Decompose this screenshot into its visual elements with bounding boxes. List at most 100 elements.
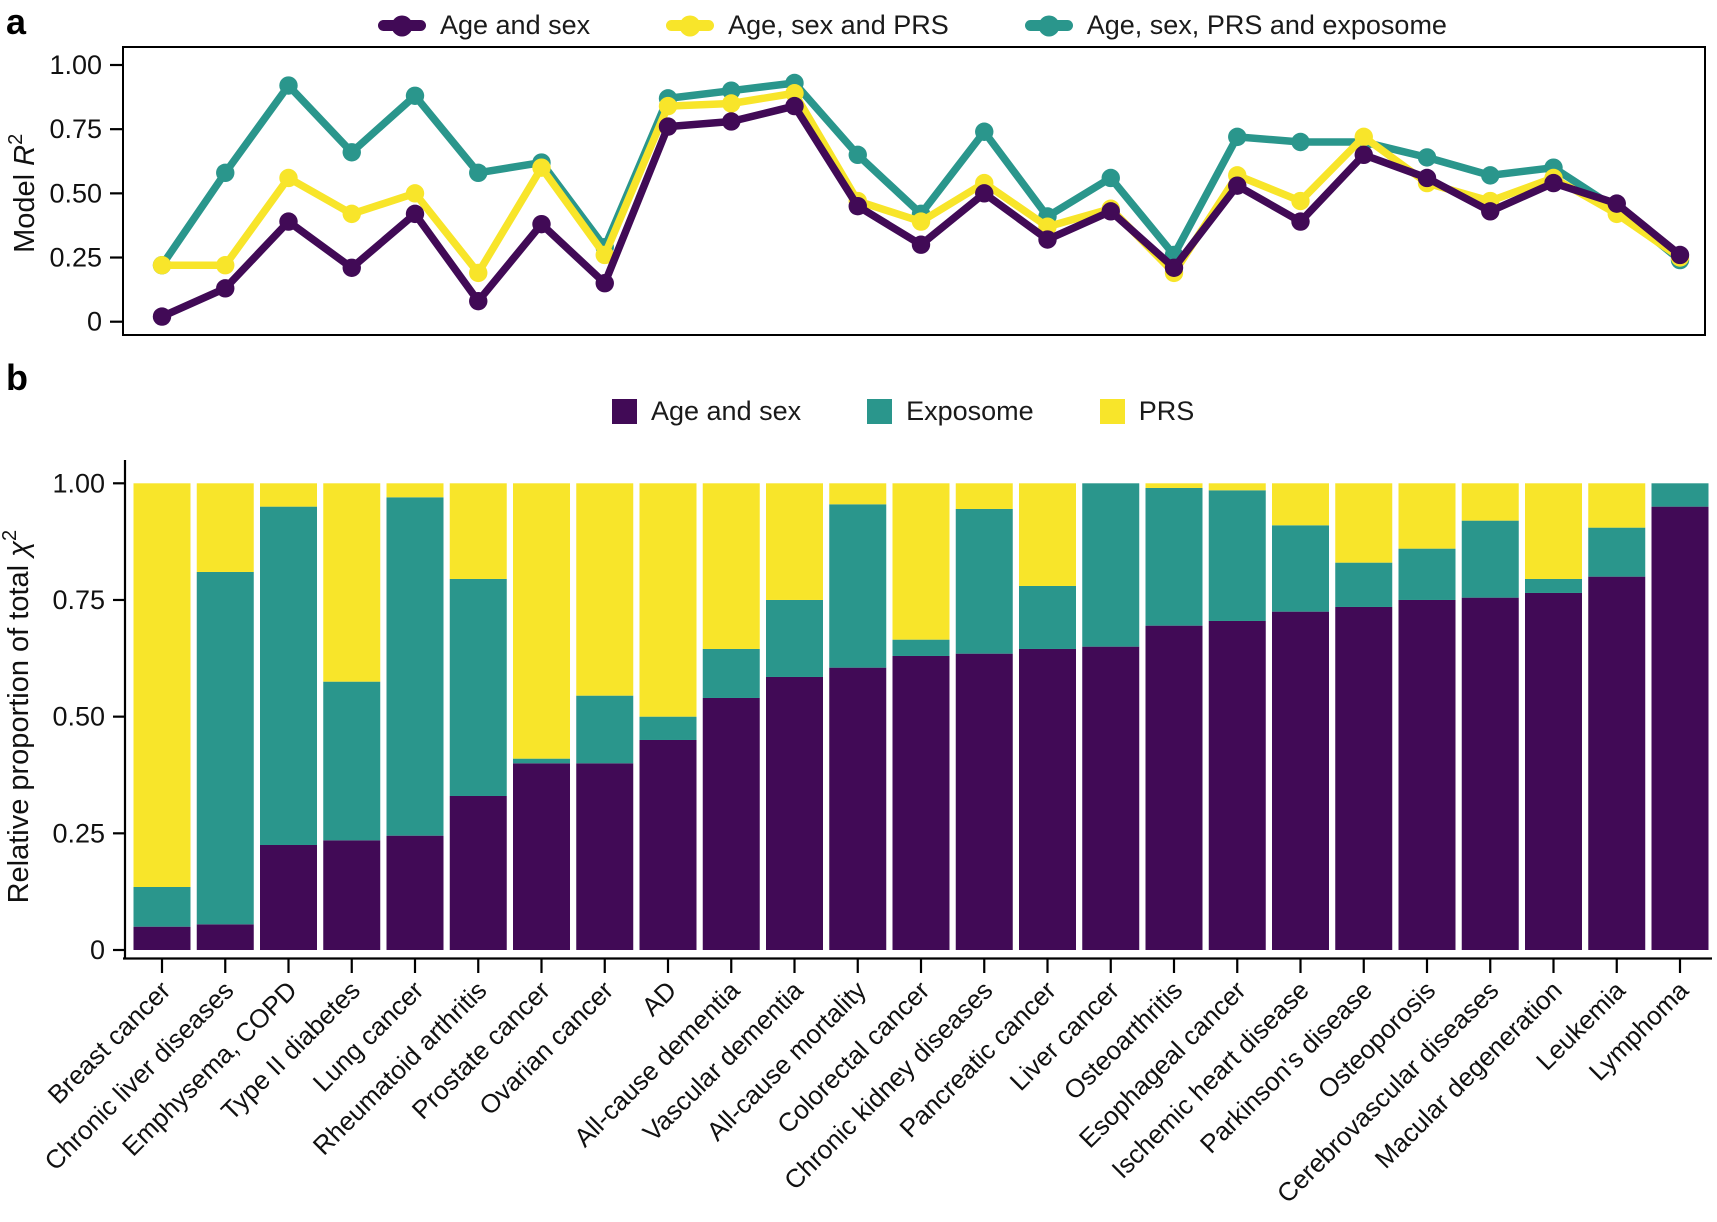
bar-segment bbox=[702, 648, 760, 698]
bar-segment bbox=[1461, 520, 1519, 598]
bar-segment bbox=[1082, 646, 1140, 950]
bar-segment bbox=[702, 697, 760, 950]
bar-segment bbox=[1208, 483, 1266, 491]
bar-segment bbox=[829, 504, 887, 668]
panel-b-legend: Age and sex Exposome PRS bbox=[612, 396, 1194, 427]
data-point bbox=[1291, 212, 1310, 231]
legend-label: Exposome bbox=[906, 396, 1034, 426]
bar-segment bbox=[766, 599, 823, 677]
panel-a-plot-frame bbox=[122, 46, 1706, 336]
data-point bbox=[152, 307, 172, 326]
bar-segment bbox=[386, 483, 444, 498]
bar-segment bbox=[955, 508, 1013, 654]
data-point bbox=[911, 235, 931, 254]
panel-b-y-axis-title: Relative proportion of total χ2 bbox=[0, 530, 35, 904]
data-point bbox=[342, 143, 361, 162]
panel-b-label: b bbox=[6, 357, 28, 398]
x-category-label: AD bbox=[635, 975, 682, 1022]
data-point bbox=[911, 212, 931, 231]
data-point bbox=[279, 76, 298, 95]
bar-segment bbox=[766, 676, 823, 950]
bar-segment bbox=[1208, 620, 1266, 950]
panel-a-y-axis-title: Model R2 bbox=[5, 134, 41, 253]
legend-label: Age and sex bbox=[651, 396, 802, 426]
data-point bbox=[722, 94, 741, 113]
bar-segment bbox=[1398, 483, 1456, 549]
bar-segment bbox=[639, 716, 697, 740]
legend-label: PRS bbox=[1138, 396, 1195, 426]
bar-segment bbox=[829, 483, 887, 505]
data-point bbox=[216, 163, 235, 183]
bar-segment bbox=[1525, 592, 1582, 950]
bar-segment bbox=[1335, 606, 1393, 950]
data-point bbox=[1228, 127, 1247, 147]
legend-item: Exposome bbox=[867, 396, 1034, 427]
bar-segment bbox=[892, 655, 950, 950]
panel-a-label: a bbox=[6, 1, 27, 42]
bar-segment bbox=[1272, 525, 1329, 612]
bar-segment bbox=[1398, 548, 1456, 600]
legend-label: Age, sex and PRS bbox=[728, 10, 949, 40]
legend-line-marker bbox=[1024, 15, 1073, 36]
y-tick-label: 0.25 bbox=[52, 818, 105, 848]
y-tick-label: 0 bbox=[87, 307, 102, 337]
data-point bbox=[152, 256, 172, 275]
data-point bbox=[1607, 194, 1626, 213]
bar-segment bbox=[1019, 483, 1076, 586]
data-point bbox=[279, 168, 298, 188]
data-point bbox=[342, 258, 361, 277]
bar-segment bbox=[766, 483, 823, 600]
data-point bbox=[405, 204, 425, 224]
bar-segment bbox=[1461, 483, 1519, 521]
bar-segment bbox=[829, 667, 887, 950]
bar-segment bbox=[513, 763, 570, 950]
data-point bbox=[658, 96, 678, 116]
bar-segment bbox=[1335, 562, 1393, 607]
data-point bbox=[1164, 258, 1184, 277]
y-tick-label: 1.00 bbox=[52, 468, 105, 498]
data-point bbox=[1354, 145, 1373, 165]
bar-segment bbox=[1272, 483, 1329, 526]
legend-item: PRS bbox=[1099, 396, 1195, 427]
data-point bbox=[975, 122, 994, 141]
bar-segment bbox=[1525, 578, 1582, 593]
data-point bbox=[658, 117, 678, 136]
legend-item: Age and sex bbox=[612, 396, 801, 427]
bar-segment bbox=[133, 483, 191, 887]
legend-swatch bbox=[1099, 399, 1125, 424]
bar-segment bbox=[955, 483, 1013, 509]
data-point bbox=[1291, 191, 1310, 211]
bar-segment bbox=[260, 483, 317, 507]
data-point bbox=[216, 279, 235, 298]
legend-line-marker bbox=[666, 15, 715, 36]
y-tick-label: 0.25 bbox=[49, 243, 102, 273]
legend-item: Age, sex and PRS bbox=[666, 10, 949, 41]
legend-label: Age and sex bbox=[440, 10, 591, 40]
data-point bbox=[532, 214, 551, 234]
legend-item: Age and sex bbox=[378, 10, 590, 41]
data-point bbox=[469, 163, 488, 183]
bar-segment bbox=[1145, 483, 1203, 488]
data-point bbox=[532, 158, 551, 177]
bar-segment bbox=[513, 758, 570, 764]
bar-segment bbox=[323, 483, 381, 682]
data-point bbox=[1354, 127, 1373, 147]
data-point bbox=[469, 263, 488, 283]
data-point bbox=[1291, 132, 1310, 152]
data-point bbox=[405, 184, 425, 203]
y-tick-label: 0 bbox=[90, 935, 105, 965]
bar-segment bbox=[449, 578, 507, 796]
bar-segment bbox=[260, 844, 317, 950]
bar-segment bbox=[1145, 625, 1203, 950]
bar-segment bbox=[196, 571, 254, 925]
data-point bbox=[1417, 168, 1437, 188]
bar-segment bbox=[1461, 597, 1519, 950]
bar-segment bbox=[196, 483, 254, 572]
bar-segment bbox=[1588, 527, 1646, 577]
data-point bbox=[1481, 166, 1500, 185]
bar-segment bbox=[1588, 576, 1646, 950]
bar-segment bbox=[260, 506, 317, 845]
data-point bbox=[848, 196, 867, 216]
bar-segment bbox=[323, 681, 381, 841]
data-point bbox=[722, 81, 741, 100]
